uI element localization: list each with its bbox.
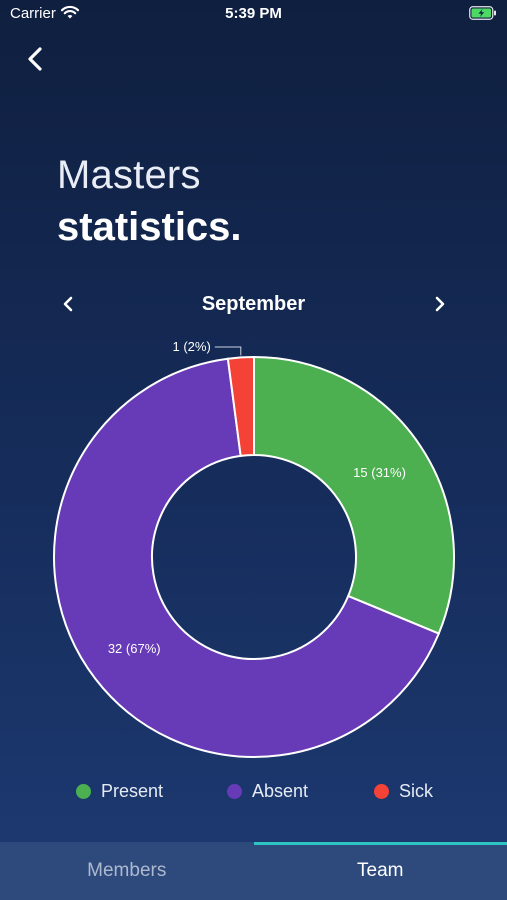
chevron-left-icon [63,296,73,312]
legend-label: Present [101,781,164,801]
data-label-sick: 1 (2%) [172,339,210,354]
legend-label: Sick [399,781,434,801]
active-tab-indicator [253,842,507,845]
chevron-right-icon [435,296,445,312]
donut-slice-sick[interactable] [226,355,255,457]
donut-slice-absent[interactable] [53,357,441,758]
carrier-label: Carrier [10,5,56,22]
month-label: September [201,293,306,315]
tab-bar: Members Team [0,842,507,900]
previous-month-button[interactable] [58,292,78,316]
status-time: 5:39 PM [225,5,282,22]
donut-slice-present[interactable] [253,355,455,635]
legend-label: Absent [252,781,309,801]
tab-team[interactable]: Team [253,842,507,900]
legend-dot-icon [374,784,389,799]
status-bar: Carrier 5:39 PM [0,0,507,28]
back-button[interactable] [22,44,50,74]
tab-label: Members [87,860,167,881]
legend-item-absent: Absent [227,781,308,802]
wifi-icon [60,4,80,24]
chevron-left-icon [28,47,42,71]
legend-item-sick: Sick [374,781,433,802]
tab-members[interactable]: Members [0,842,254,900]
legend-dot-icon [76,784,91,799]
legend-dot-icon [227,784,242,799]
month-navigation: September [0,288,507,322]
legend-item-present: Present [76,781,163,802]
next-month-button[interactable] [430,292,450,316]
page-title-line2: statistics. [57,205,242,249]
tab-label: Team [357,860,404,881]
data-label-leader-line [214,346,242,356]
page-title-line1: Masters [57,153,201,197]
battery-charging-icon [469,6,497,24]
chart-legend: Present Absent Sick [0,781,507,807]
